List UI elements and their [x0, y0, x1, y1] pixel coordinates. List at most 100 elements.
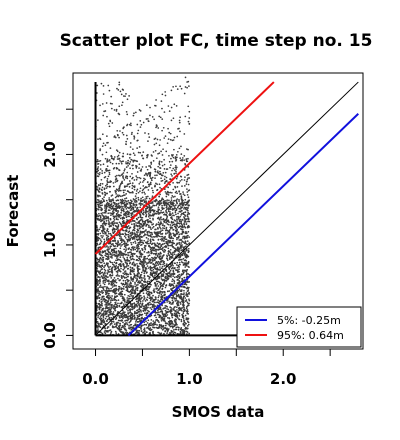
data-point [155, 224, 157, 227]
data-point [131, 172, 133, 175]
data-point [182, 193, 185, 195]
data-point [152, 303, 155, 306]
data-point [116, 158, 119, 160]
data-point [165, 312, 168, 314]
data-point [126, 238, 128, 241]
data-point [162, 211, 165, 214]
data-point [178, 247, 181, 250]
data-point [162, 246, 164, 249]
data-point [107, 299, 110, 301]
data-point [164, 202, 166, 204]
data-point [120, 93, 123, 96]
data-point [138, 109, 141, 111]
data-point [112, 182, 115, 184]
data-point [174, 207, 177, 210]
data-point [136, 176, 139, 179]
data-point [138, 236, 141, 239]
data-point [159, 269, 161, 271]
data-point [148, 254, 151, 257]
data-point [103, 283, 106, 286]
data-point [162, 263, 164, 266]
data-point [178, 263, 181, 266]
data-point [136, 218, 138, 221]
data-point [142, 211, 145, 214]
data-point [106, 229, 109, 232]
data-point [184, 255, 187, 258]
data-point [99, 172, 101, 174]
data-point [121, 277, 123, 280]
data-point [125, 214, 127, 217]
data-point [104, 110, 107, 112]
data-point [164, 326, 166, 329]
data-point [158, 253, 160, 256]
data-point [123, 235, 126, 238]
data-point [165, 217, 168, 220]
data-point [130, 158, 133, 161]
data-point [148, 301, 151, 304]
data-point [100, 298, 103, 301]
data-point [150, 298, 152, 301]
data-point [101, 189, 103, 192]
data-point [172, 139, 175, 141]
data-point [124, 316, 126, 319]
data-point [126, 244, 129, 246]
data-point [183, 301, 185, 304]
data-point [129, 209, 132, 211]
data-point [170, 331, 173, 334]
data-point [166, 316, 169, 319]
data-point [164, 229, 167, 232]
data-point [176, 206, 179, 209]
data-point [186, 305, 189, 307]
data-point [119, 185, 122, 187]
data-point [137, 191, 140, 194]
data-point [138, 182, 141, 185]
data-point [174, 310, 177, 312]
data-point [146, 181, 149, 184]
data-point [163, 111, 166, 113]
data-point [170, 106, 173, 109]
data-point [173, 253, 176, 256]
data-point [149, 246, 152, 249]
data-point [123, 201, 126, 204]
data-point [153, 266, 156, 268]
data-point [119, 256, 122, 258]
data-point [161, 312, 164, 315]
data-point [112, 248, 115, 251]
data-point [143, 177, 145, 180]
data-point [162, 319, 165, 322]
data-point [142, 222, 145, 225]
data-point [115, 303, 118, 306]
data-point [125, 230, 128, 233]
data-point [163, 265, 166, 267]
data-point [98, 303, 100, 306]
data-point [150, 177, 153, 180]
data-point [131, 263, 134, 265]
data-point [180, 153, 183, 155]
data-point [186, 295, 188, 298]
data-point [148, 208, 151, 210]
data-point [163, 168, 166, 170]
data-point [168, 275, 171, 278]
data-point [123, 283, 126, 286]
data-point [153, 326, 156, 329]
data-point [112, 199, 115, 202]
data-point [160, 278, 163, 280]
data-point [155, 157, 158, 160]
data-point [98, 258, 101, 261]
data-point [187, 196, 190, 199]
data-point [118, 268, 120, 271]
data-point [115, 242, 117, 245]
data-point [164, 293, 166, 296]
data-point [173, 225, 176, 228]
data-point [105, 299, 107, 302]
data-point [109, 102, 112, 105]
scatter-points [94, 76, 191, 337]
data-point [99, 305, 101, 307]
data-point [146, 271, 148, 274]
data-point [143, 297, 146, 299]
data-point [134, 242, 137, 244]
data-point [164, 220, 166, 222]
data-point [181, 209, 183, 212]
data-point [130, 249, 133, 251]
